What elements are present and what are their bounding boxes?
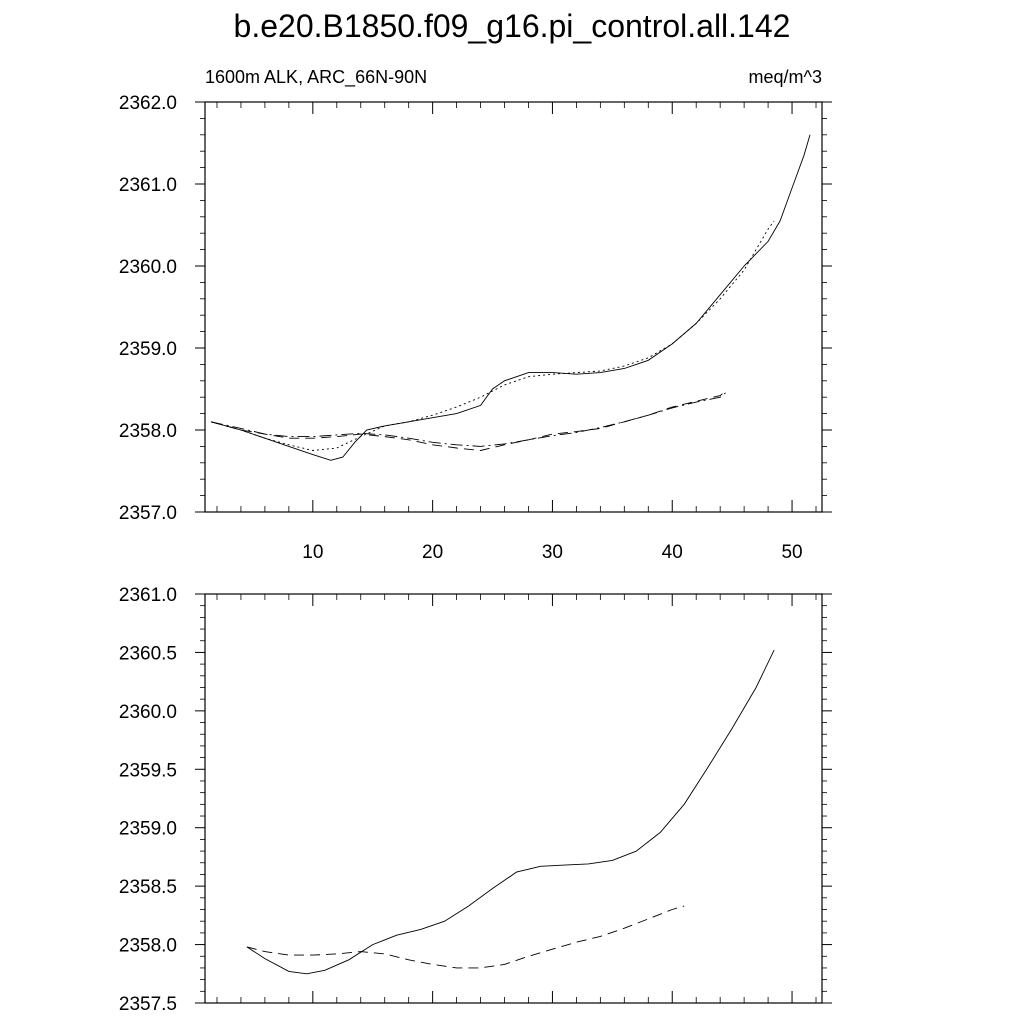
y-tick-label: 2360.0 <box>119 702 177 723</box>
y-tick-label: 2359.0 <box>119 819 177 840</box>
chart-title: b.e20.B1850.f09_g16.pi_control.all.142 <box>234 8 791 44</box>
x-tick-label: 50 <box>781 542 802 563</box>
y-tick-label: 2360.5 <box>119 643 177 664</box>
series-line-dotted <box>210 220 775 451</box>
top-panel-subtitle-left: 1600m ALK, ARC_66N-90N <box>205 67 427 88</box>
series-line-solid <box>246 649 775 975</box>
y-tick-label: 2358.0 <box>119 421 177 442</box>
y-tick-label: 2358.0 <box>119 936 177 957</box>
x-tick-label: 40 <box>662 542 683 563</box>
plot-frame <box>204 101 823 513</box>
series-line-dash-dot <box>210 391 727 447</box>
series-line-dashed <box>210 390 727 451</box>
x-tick-label: 30 <box>542 542 563 563</box>
y-tick-label: 2359.0 <box>119 339 177 360</box>
series-line-dashed <box>246 905 685 969</box>
x-tick-label: 20 <box>422 542 443 563</box>
y-tick-label: 2357.5 <box>119 994 177 1015</box>
x-tick-label: 10 <box>302 542 323 563</box>
y-tick-label: 2359.5 <box>119 760 177 781</box>
top-panel-subtitle-right: meq/m^3 <box>749 67 822 87</box>
bottom-panel: 2357.5 2358.0 2358.5 2359.0 2359.5 2360.0 2360… <box>119 585 832 1015</box>
y-tick-label: 2361.0 <box>119 175 177 196</box>
series-line-solid <box>210 134 811 461</box>
y-tick-label: 2361.0 <box>119 585 177 606</box>
plot-frame <box>204 593 823 1004</box>
top-panel: 10 20 30 40 50 2357.0 2358.0 2359.0 2360.0 2361.0… <box>119 93 832 563</box>
y-tick-label: 2358.5 <box>119 877 177 898</box>
y-tick-label: 2357.0 <box>119 503 177 524</box>
y-tick-label: 2362.0 <box>119 93 177 114</box>
y-tick-label: 2360.0 <box>119 257 177 278</box>
